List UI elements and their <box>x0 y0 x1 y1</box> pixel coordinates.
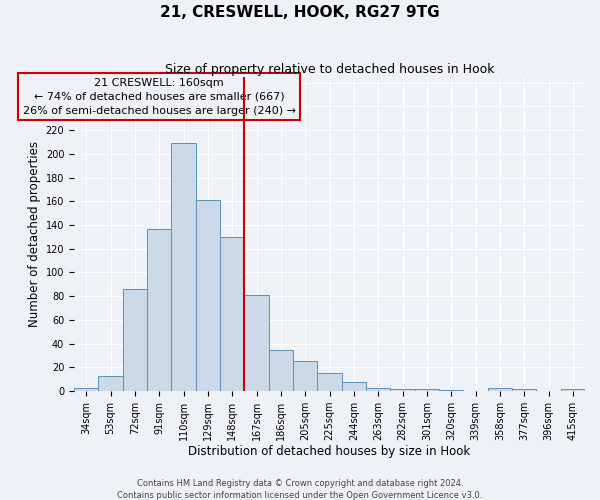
Text: 21, CRESWELL, HOOK, RG27 9TG: 21, CRESWELL, HOOK, RG27 9TG <box>160 5 440 20</box>
Bar <box>172 143 196 391</box>
Bar <box>196 200 220 391</box>
Bar <box>220 237 244 391</box>
Bar <box>366 388 391 391</box>
X-axis label: Distribution of detached houses by size in Hook: Distribution of detached houses by size … <box>188 444 470 458</box>
Bar <box>341 382 366 391</box>
Bar <box>293 362 317 391</box>
Text: Contains HM Land Registry data © Crown copyright and database right 2024.
Contai: Contains HM Land Registry data © Crown c… <box>118 478 482 500</box>
Title: Size of property relative to detached houses in Hook: Size of property relative to detached ho… <box>165 62 494 76</box>
Bar <box>317 374 341 391</box>
Bar <box>244 295 269 391</box>
Bar <box>269 350 293 391</box>
Text: 21 CRESWELL: 160sqm
← 74% of detached houses are smaller (667)
26% of semi-detac: 21 CRESWELL: 160sqm ← 74% of detached ho… <box>23 78 296 116</box>
Bar <box>439 390 463 391</box>
Y-axis label: Number of detached properties: Number of detached properties <box>28 141 41 327</box>
Bar <box>98 376 122 391</box>
Bar <box>560 388 585 391</box>
Bar <box>391 388 415 391</box>
Bar <box>147 228 172 391</box>
Bar <box>488 388 512 391</box>
Bar <box>122 289 147 391</box>
Bar <box>512 388 536 391</box>
Bar <box>415 388 439 391</box>
Bar <box>74 388 98 391</box>
